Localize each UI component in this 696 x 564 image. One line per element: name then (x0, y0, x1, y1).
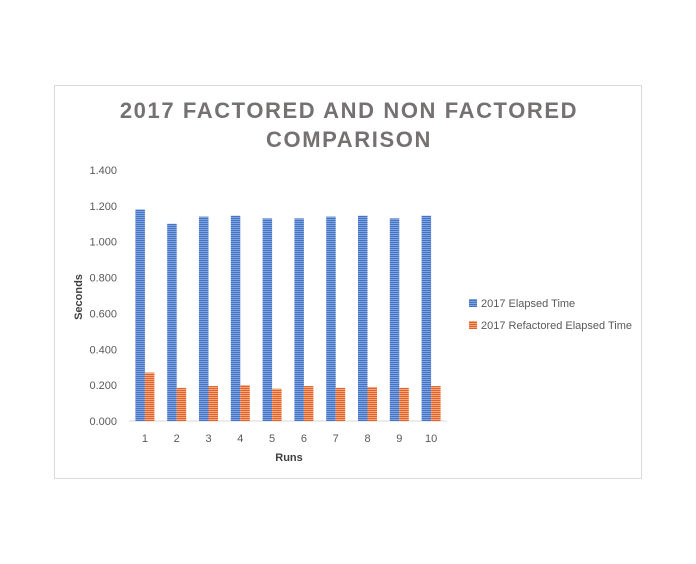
chart-title-line-2: COMPARISON (266, 127, 432, 152)
bar-elapsed-time (262, 218, 273, 421)
bar-elapsed-time (230, 215, 241, 421)
bar-refactored-elapsed-time (208, 386, 218, 421)
bar-chart: 2017 FACTORED AND NON FACTORED COMPARISO… (73, 98, 632, 464)
x-tick-label: 4 (237, 433, 243, 445)
x-tick-label: 1 (142, 433, 148, 445)
legend-swatch (469, 321, 477, 329)
x-tick-label: 6 (301, 433, 307, 445)
y-tick-label: 0.800 (89, 273, 117, 285)
y-tick-label: 0.400 (89, 344, 117, 356)
legend-label: 2017 Elapsed Time (481, 298, 575, 310)
y-tick-labels: 0.000 0.200 0.400 0.600 0.800 1.000 1.200 1.400 (89, 165, 117, 428)
x-tick-label: 8 (364, 433, 370, 445)
y-tick-label: 1.400 (89, 165, 117, 177)
x-axis-title: Runs (275, 452, 303, 464)
bar-elapsed-time (389, 218, 400, 421)
bar-elapsed-time (358, 215, 368, 421)
y-tick-label: 0.600 (89, 308, 117, 320)
y-tick-label: 1.000 (89, 237, 117, 249)
x-tick-label: 9 (396, 433, 402, 445)
x-tick-label: 10 (425, 433, 437, 445)
bar-elapsed-time (199, 216, 209, 421)
bar-refactored-elapsed-time (240, 385, 250, 421)
x-tick-label: 2 (174, 433, 180, 445)
bar-refactored-elapsed-time (367, 386, 377, 421)
bar-refactored-elapsed-time (399, 387, 409, 421)
bar-elapsed-time (421, 215, 432, 421)
chart-area: 2017 FACTORED AND NON FACTORED COMPARISO… (54, 85, 642, 479)
bar-refactored-elapsed-time (144, 372, 155, 421)
bar-refactored-elapsed-time (272, 388, 282, 421)
bar-elapsed-time (326, 216, 336, 421)
bars (135, 209, 441, 421)
bar-elapsed-time (135, 209, 145, 421)
y-tick-label: 0.200 (89, 380, 117, 392)
x-tick-label: 5 (269, 433, 275, 445)
y-axis-title: Seconds (73, 274, 85, 320)
legend-label: 2017 Refactored Elapsed Time (481, 320, 632, 332)
bar-refactored-elapsed-time (431, 386, 441, 421)
bar-elapsed-time (294, 218, 304, 421)
bar-refactored-elapsed-time (335, 387, 346, 421)
bar-refactored-elapsed-time (176, 387, 187, 421)
y-tick-label: 1.200 (89, 201, 117, 213)
legend: 2017 Elapsed Time 2017 Refactored Elapsed… (469, 298, 632, 332)
legend-swatch (469, 299, 477, 307)
x-tick-label: 3 (205, 433, 211, 445)
chart-title-line-1: 2017 FACTORED AND NON FACTORED (120, 98, 578, 123)
bar-refactored-elapsed-time (303, 386, 314, 421)
bar-elapsed-time (167, 223, 177, 421)
x-tick-label: 7 (333, 433, 339, 445)
y-tick-label: 0.000 (89, 416, 117, 428)
x-tick-labels: 1 2 3 4 5 6 7 8 9 10 (142, 433, 437, 445)
